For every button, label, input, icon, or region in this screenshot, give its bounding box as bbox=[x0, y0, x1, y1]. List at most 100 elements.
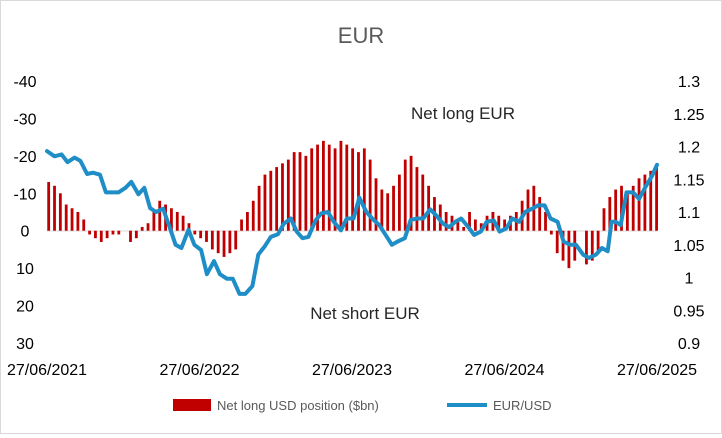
x-tick-label: 27/06/2024 bbox=[464, 362, 544, 379]
bar bbox=[625, 193, 629, 231]
legend-line-label: EUR/USD bbox=[493, 398, 552, 413]
bar bbox=[327, 144, 331, 231]
bar bbox=[386, 193, 390, 231]
bar bbox=[205, 230, 208, 242]
bar bbox=[374, 178, 378, 231]
bar bbox=[380, 189, 384, 231]
bar bbox=[362, 148, 366, 231]
bar bbox=[286, 159, 290, 231]
annotation-net-short: Net short EUR bbox=[310, 304, 420, 323]
bar bbox=[415, 167, 419, 231]
left-tick-label: -30 bbox=[13, 111, 36, 128]
bar bbox=[473, 219, 477, 231]
bar bbox=[590, 230, 594, 261]
bar bbox=[70, 208, 74, 231]
right-tick-label: 1.05 bbox=[673, 238, 704, 255]
bar bbox=[263, 174, 267, 231]
chart-title: EUR bbox=[338, 23, 384, 48]
bar bbox=[620, 185, 623, 231]
bar-series bbox=[47, 140, 658, 269]
bar bbox=[421, 174, 425, 231]
bar bbox=[468, 212, 471, 231]
legend: Net long USD position ($bn) EUR/USD bbox=[173, 398, 552, 413]
bar bbox=[170, 208, 173, 231]
bar bbox=[403, 159, 407, 231]
bar bbox=[538, 197, 542, 231]
bar bbox=[643, 174, 647, 231]
bar bbox=[275, 167, 279, 231]
bar bbox=[246, 212, 249, 231]
bar bbox=[310, 148, 314, 231]
left-tick-label: 0 bbox=[21, 224, 30, 241]
bar bbox=[292, 152, 296, 231]
bar bbox=[210, 230, 214, 250]
x-tick-label: 27/06/2023 bbox=[312, 362, 392, 379]
bar bbox=[134, 230, 138, 239]
bar bbox=[199, 230, 203, 239]
bar bbox=[555, 230, 559, 254]
bar bbox=[544, 212, 547, 231]
right-tick-label: 1.1 bbox=[678, 205, 700, 222]
right-axis: 1.3 1.25 1.2 1.15 1.1 1.05 1 0.95 0.9 bbox=[673, 74, 704, 353]
left-tick-label: -10 bbox=[13, 186, 36, 203]
bar bbox=[99, 230, 103, 242]
right-tick-label: 1.15 bbox=[673, 172, 704, 189]
bar bbox=[549, 230, 553, 235]
legend-bar-swatch bbox=[173, 399, 211, 411]
bar bbox=[649, 170, 653, 231]
bar bbox=[462, 226, 466, 231]
bar bbox=[181, 215, 185, 231]
left-tick-label: 20 bbox=[16, 299, 34, 316]
bar bbox=[479, 223, 483, 231]
right-tick-label: 1 bbox=[685, 271, 694, 288]
bar bbox=[152, 212, 156, 231]
bar bbox=[503, 219, 507, 231]
bar bbox=[94, 230, 97, 239]
annotation-net-long: Net long EUR bbox=[411, 104, 515, 123]
bar bbox=[655, 167, 658, 231]
bar bbox=[397, 174, 401, 231]
bar bbox=[427, 185, 431, 231]
bar bbox=[631, 185, 635, 231]
bar bbox=[596, 230, 600, 254]
bar bbox=[257, 185, 261, 231]
x-tick-label: 27/06/2022 bbox=[159, 362, 239, 379]
legend-bar-label: Net long USD position ($bn) bbox=[217, 398, 379, 413]
bar bbox=[158, 200, 162, 231]
bar bbox=[47, 182, 51, 231]
bar bbox=[111, 230, 115, 235]
bar bbox=[82, 219, 86, 231]
right-tick-label: 1.3 bbox=[678, 74, 700, 91]
bar bbox=[637, 178, 641, 231]
bar bbox=[129, 230, 132, 242]
bar bbox=[216, 230, 220, 254]
bar bbox=[240, 219, 243, 231]
bar bbox=[321, 140, 325, 231]
x-tick-label: 27/06/2021 bbox=[7, 362, 87, 379]
left-tick-label: 30 bbox=[16, 336, 34, 353]
bar bbox=[187, 223, 191, 231]
bar bbox=[608, 197, 612, 231]
x-tick-label: 27/06/2025 bbox=[617, 362, 697, 379]
bar bbox=[234, 230, 238, 250]
bar bbox=[561, 230, 565, 261]
bar bbox=[497, 215, 501, 231]
left-tick-label: -40 bbox=[13, 74, 36, 91]
bar bbox=[444, 212, 448, 231]
bar bbox=[175, 212, 179, 231]
bar bbox=[345, 144, 349, 231]
bar bbox=[64, 204, 68, 231]
bar bbox=[585, 230, 588, 265]
bar bbox=[409, 155, 413, 231]
bar bbox=[88, 230, 91, 235]
bar bbox=[140, 226, 144, 231]
bar bbox=[105, 230, 109, 239]
right-tick-label: 1.25 bbox=[673, 107, 704, 124]
left-tick-label: -20 bbox=[13, 149, 36, 166]
bar bbox=[614, 189, 618, 231]
bar bbox=[392, 185, 395, 231]
bar bbox=[298, 152, 302, 231]
bar bbox=[117, 230, 121, 235]
